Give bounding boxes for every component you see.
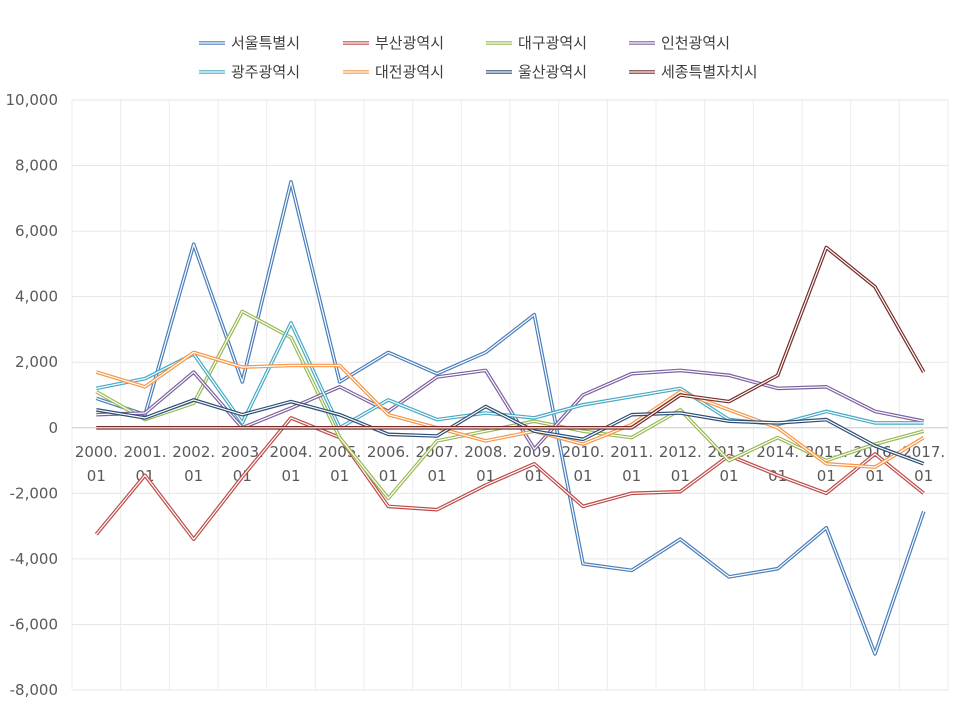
legend-item: 대구광역시 bbox=[486, 34, 587, 52]
gridlines bbox=[71, 99, 949, 691]
x-tick-label: 2012. 01 bbox=[659, 443, 702, 485]
legend-label: 인천광역시 bbox=[661, 34, 730, 52]
x-tick-label: 2007. 01 bbox=[416, 443, 459, 485]
x-tick-label: 2011. 01 bbox=[610, 443, 653, 485]
y-tick-label: -2,000 bbox=[10, 484, 58, 502]
y-tick-label: 2,000 bbox=[15, 353, 58, 371]
series-line-2 bbox=[94, 416, 925, 542]
legend-item: 서울특별시 bbox=[199, 34, 300, 52]
legend-item: 광주광역시 bbox=[199, 63, 300, 81]
legend-item: 울산광역시 bbox=[486, 63, 587, 81]
series-line-7 bbox=[96, 398, 925, 466]
series-lines bbox=[94, 180, 926, 656]
legend-label: 광주광역시 bbox=[231, 63, 300, 81]
series-line-inner bbox=[96, 399, 924, 465]
x-tick-label: 2013. 01 bbox=[708, 443, 751, 485]
x-tick-label: 2014. 01 bbox=[756, 443, 799, 485]
y-tick-label: 10,000 bbox=[6, 91, 59, 109]
x-tick-label: 2005. 01 bbox=[318, 443, 361, 485]
series-line-inner bbox=[96, 351, 925, 468]
y-tick-label: -6,000 bbox=[10, 615, 58, 633]
series-line-1 bbox=[95, 180, 926, 656]
legend-label: 부산광역시 bbox=[375, 34, 444, 52]
y-tick-label: 6,000 bbox=[15, 222, 58, 240]
series-line-inner bbox=[96, 369, 924, 450]
y-tick-label: -8,000 bbox=[10, 681, 58, 699]
x-tick-label: 2001. 01 bbox=[124, 443, 167, 485]
series-line-inner bbox=[96, 181, 925, 655]
legend-item: 세종특별자치시 bbox=[629, 63, 758, 81]
x-tick-label: 2009. 01 bbox=[513, 443, 556, 485]
series-line-4 bbox=[96, 368, 925, 451]
series-line-inner bbox=[95, 417, 925, 540]
legend-label: 대구광역시 bbox=[518, 34, 587, 52]
legend-label: 울산광역시 bbox=[518, 63, 587, 81]
legend-item: 부산광역시 bbox=[343, 34, 444, 52]
y-axis-ticks: -8,000 -6,000 -4,000 -2,000 0 2,000 4,000 6,000… bbox=[6, 91, 59, 699]
x-tick-label: 2008. 01 bbox=[464, 443, 507, 485]
legend-label: 서울특별시 bbox=[231, 34, 300, 52]
legend-label: 세종특별자치시 bbox=[661, 63, 758, 81]
x-tick-label: 2017. 01 bbox=[902, 443, 945, 485]
legend-item: 인천광역시 bbox=[629, 34, 730, 52]
x-tick-label: 2006. 01 bbox=[367, 443, 410, 485]
y-tick-label: 4,000 bbox=[15, 288, 58, 306]
x-tick-label: 2004. 01 bbox=[270, 443, 313, 485]
x-tick-label: 2002. 01 bbox=[172, 443, 215, 485]
series-line-6 bbox=[95, 350, 925, 469]
y-tick-label: 8,000 bbox=[15, 157, 58, 175]
y-tick-label: 0 bbox=[48, 419, 58, 437]
y-tick-label: -4,000 bbox=[10, 550, 58, 568]
series-line-8 bbox=[96, 245, 926, 430]
x-tick-label: 2010. 01 bbox=[562, 443, 605, 485]
legend-label: 대전광역시 bbox=[375, 63, 444, 81]
legend-item: 대전광역시 bbox=[343, 63, 444, 81]
series-line-inner bbox=[96, 246, 925, 429]
x-tick-label: 2000. 01 bbox=[75, 443, 118, 485]
